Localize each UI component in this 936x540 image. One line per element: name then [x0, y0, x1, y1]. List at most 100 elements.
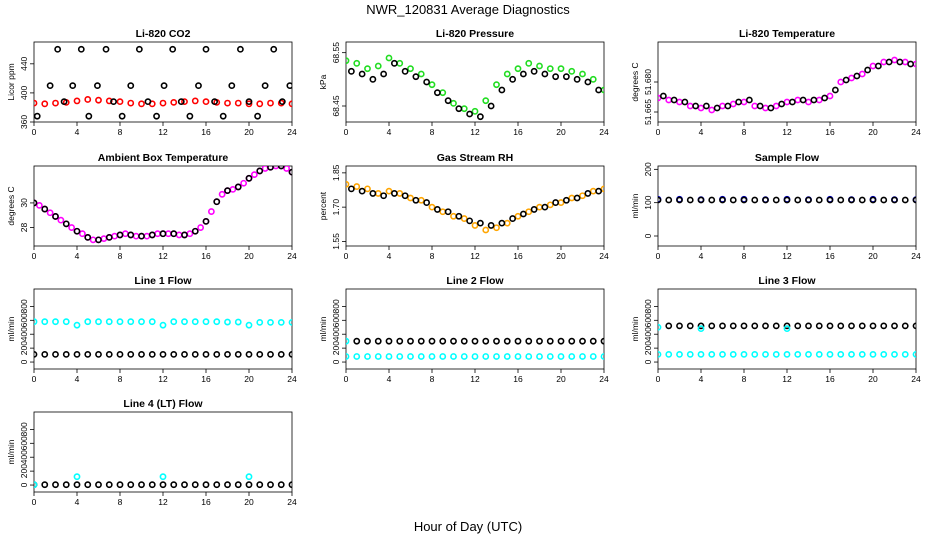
data-point	[346, 353, 350, 360]
data-point	[853, 72, 861, 80]
x-tick-label: 12	[158, 497, 168, 507]
data-point	[52, 318, 59, 326]
x-tick-label: 20	[868, 374, 878, 384]
data-point	[346, 57, 350, 65]
plot-frame	[33, 41, 293, 123]
data-point	[105, 233, 113, 241]
data-point	[160, 82, 168, 90]
data-point	[546, 353, 554, 360]
data-point	[697, 350, 705, 358]
data-point	[385, 54, 393, 62]
data-point	[170, 318, 178, 326]
data-point	[719, 322, 726, 330]
data-point	[256, 100, 264, 108]
data-points	[658, 56, 916, 114]
x-tick-label: 12	[782, 251, 792, 261]
plot-frame	[33, 165, 293, 247]
data-point	[530, 67, 538, 75]
data-point	[369, 190, 377, 197]
data-point	[858, 350, 866, 358]
data-point	[261, 82, 269, 90]
data-point	[62, 350, 70, 358]
data-point	[439, 89, 447, 97]
data-point	[670, 96, 678, 104]
y-tick-label: 68.45	[331, 95, 341, 117]
data-point	[218, 190, 226, 198]
data-point	[536, 337, 543, 345]
data-point	[880, 196, 888, 204]
data-point	[676, 98, 683, 106]
x-tick-label: 24	[287, 251, 297, 261]
data-point	[536, 62, 543, 70]
x-tick-label: 0	[32, 497, 37, 507]
data-point	[503, 70, 511, 78]
series-active	[665, 322, 916, 330]
data-point	[493, 353, 500, 360]
data-point	[439, 353, 447, 360]
plot-frame	[345, 41, 605, 123]
data-point	[144, 98, 152, 106]
data-point	[751, 102, 759, 110]
data-point	[584, 78, 592, 86]
data-point	[396, 59, 404, 67]
data-point	[729, 100, 737, 108]
data-point	[191, 350, 199, 358]
data-point	[116, 481, 124, 489]
data-point	[369, 75, 377, 83]
data-point	[46, 209, 54, 217]
y-tick-label: 1.55	[331, 233, 341, 250]
data-point	[347, 67, 355, 75]
data-point	[364, 65, 371, 73]
data-point	[740, 322, 748, 330]
data-point	[546, 201, 554, 209]
x-tick-label: 4	[387, 127, 392, 137]
data-point	[288, 318, 292, 326]
data-point	[84, 233, 92, 241]
data-point	[525, 59, 533, 67]
data-point	[460, 105, 468, 113]
x-tick-label: 8	[430, 374, 435, 384]
data-point	[62, 220, 70, 228]
y-axis-label: ml/min	[630, 193, 640, 218]
data-point	[256, 350, 264, 358]
data-point	[34, 481, 38, 489]
data-point	[213, 481, 221, 489]
data-point	[412, 73, 420, 81]
data-point	[772, 102, 780, 110]
series-calibration	[34, 96, 292, 108]
data-point	[374, 62, 382, 70]
data-point	[288, 481, 292, 489]
data-point	[869, 196, 877, 204]
data-point	[439, 337, 447, 345]
data-point	[503, 353, 511, 360]
data-point	[589, 337, 597, 345]
data-point	[428, 337, 436, 345]
data-point	[60, 98, 68, 106]
data-point	[869, 62, 877, 70]
data-point	[272, 166, 280, 170]
data-point	[579, 337, 586, 345]
data-point	[837, 196, 845, 204]
data-point	[197, 224, 205, 231]
data-point	[455, 212, 463, 220]
data-point	[901, 196, 909, 204]
x-tick-label: 0	[344, 127, 349, 137]
data-point	[772, 196, 780, 204]
y-tick-label: 0	[643, 359, 653, 364]
data-point	[127, 231, 135, 239]
data-point	[514, 337, 522, 345]
data-point	[254, 112, 261, 120]
data-point	[498, 86, 506, 94]
data-point	[85, 112, 93, 120]
data-point	[719, 350, 726, 358]
data-point	[874, 62, 882, 70]
data-point	[455, 105, 463, 113]
panel-title: Line 2 Flow	[446, 275, 504, 287]
data-point	[261, 166, 269, 172]
data-point	[692, 102, 700, 110]
data-point	[697, 104, 705, 112]
panel-sample-flow: Sample Flow 0 4 8 12 16 20 24 0 100 200 ml/min	[630, 152, 921, 261]
data-point	[390, 190, 398, 197]
series-references	[347, 59, 603, 121]
y-axis-label: kPa	[318, 74, 328, 89]
